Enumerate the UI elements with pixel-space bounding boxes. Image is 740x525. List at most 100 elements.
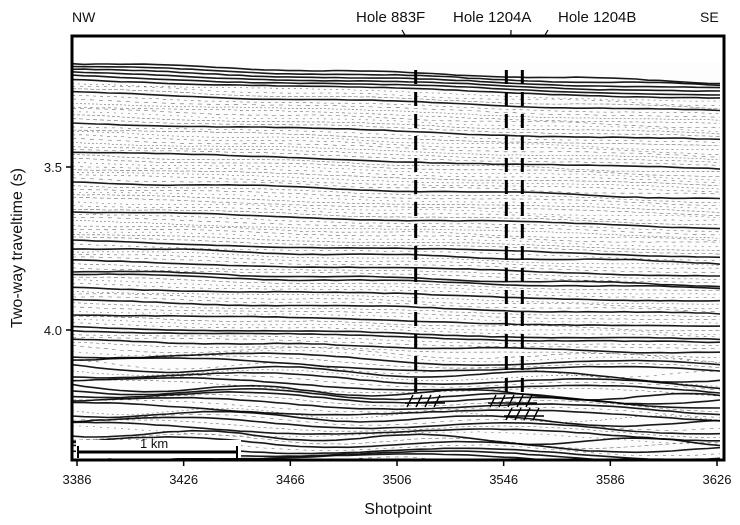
reflector-line — [72, 414, 721, 431]
basement-symbol — [415, 394, 423, 408]
y-axis-ticks: 3.5 4.0 — [44, 160, 72, 338]
basement-symbol — [406, 394, 414, 408]
reflector-line — [72, 114, 721, 135]
reflector-line — [72, 78, 721, 99]
scale-bar: 1 km — [76, 436, 241, 458]
reflector-line — [72, 371, 721, 390]
reflector-line — [72, 216, 721, 236]
seismic-section — [72, 36, 724, 460]
reflector-line — [72, 134, 721, 155]
hole-1204b-label: Hole 1204B — [558, 9, 636, 26]
direction-se-label: SE — [700, 9, 719, 25]
reflector-line — [72, 102, 721, 121]
basement-symbol — [507, 394, 515, 408]
x-tick-label: 3626 — [703, 472, 732, 487]
reflector-line — [72, 174, 721, 193]
reflector-line — [72, 71, 721, 93]
basement-symbol — [489, 394, 497, 408]
hole-1204a-label: Hole 1204A — [453, 9, 531, 26]
hole-projection-lines — [414, 70, 524, 396]
reflector-line — [72, 251, 721, 266]
reflector-line — [72, 369, 721, 387]
reflector-line — [72, 247, 721, 265]
reflector-line — [72, 259, 720, 277]
reflector-line — [72, 209, 720, 225]
reflector-line — [72, 129, 721, 147]
basement-symbol — [424, 394, 432, 408]
reflector-line — [72, 220, 721, 239]
reflector-line — [72, 379, 721, 397]
reflector-line — [72, 181, 721, 200]
reflector-line — [72, 74, 721, 96]
reflector-line — [72, 234, 721, 251]
scale-bar-label: 1 km — [140, 436, 168, 451]
reflector-line — [72, 302, 721, 317]
reflector-line — [72, 337, 721, 349]
reflector-line — [72, 185, 721, 203]
basement-symbol — [523, 407, 531, 421]
seismic-reflectors — [72, 62, 721, 460]
reflector-line — [72, 296, 721, 313]
reflector-line — [72, 231, 721, 247]
water-column — [72, 36, 724, 62]
reflector-line — [72, 194, 721, 213]
y-tick-label: 4.0 — [44, 323, 62, 338]
reflector-line — [72, 286, 721, 302]
reflector-line — [72, 314, 721, 328]
reflector-line — [72, 111, 721, 133]
reflector-line — [72, 311, 721, 324]
reflector-line — [72, 118, 721, 137]
reflector-line — [72, 390, 721, 409]
reflector-line — [72, 90, 721, 112]
reflector-line — [72, 416, 721, 435]
x-tick-label: 3466 — [276, 472, 305, 487]
reflector-line — [72, 196, 721, 216]
reflector-line — [72, 137, 721, 158]
y-axis-label: Two-way traveltime (s) — [9, 168, 26, 328]
reflector-line — [72, 83, 721, 102]
reflector-line — [72, 342, 721, 358]
reflector-line — [72, 421, 720, 442]
reflector-line — [72, 157, 721, 177]
reflector-line — [72, 256, 721, 273]
reflector-line — [72, 410, 721, 428]
direction-nw-label: NW — [72, 9, 96, 25]
reflector-line — [72, 65, 721, 87]
reflector-line — [72, 146, 721, 163]
reflector-line — [72, 239, 721, 259]
acoustic-basement-symbols — [405, 394, 544, 421]
x-tick-label: 3386 — [63, 472, 92, 487]
reflector-line — [72, 192, 721, 210]
reflector-line — [72, 201, 721, 218]
reflector-line — [72, 319, 721, 336]
reflector-line — [72, 355, 721, 369]
reflector-line — [72, 375, 721, 391]
reflector-line — [72, 338, 721, 354]
plot-frame — [70, 34, 726, 462]
reflector-line — [72, 349, 721, 364]
basement-symbol — [498, 394, 506, 408]
reflector-line — [72, 352, 721, 367]
reflector-line — [72, 377, 721, 394]
x-tick-label: 3426 — [169, 472, 198, 487]
reflector-line — [72, 88, 721, 109]
reflector-line — [72, 270, 721, 288]
reflector-line — [72, 98, 721, 118]
x-tick-label: 3546 — [489, 472, 518, 487]
x-axis-label: Shotpoint — [364, 501, 432, 518]
x-tick-label: 3506 — [383, 472, 412, 487]
basement-symbol — [433, 394, 441, 408]
reflector-line — [72, 122, 721, 141]
reflector-line — [72, 334, 721, 346]
reflector-line — [72, 394, 721, 413]
basement-symbol — [525, 394, 533, 408]
reflector-line — [72, 154, 721, 172]
x-axis-ticks: 3386 3426 3466 3506 3546 3586 3626 — [63, 460, 732, 487]
reflector-line — [72, 329, 721, 344]
basement-symbol — [532, 407, 540, 421]
reflector-line — [72, 276, 721, 291]
x-tick-label: 3586 — [596, 472, 625, 487]
reflector-line — [72, 62, 721, 85]
reflector-line — [72, 225, 721, 242]
